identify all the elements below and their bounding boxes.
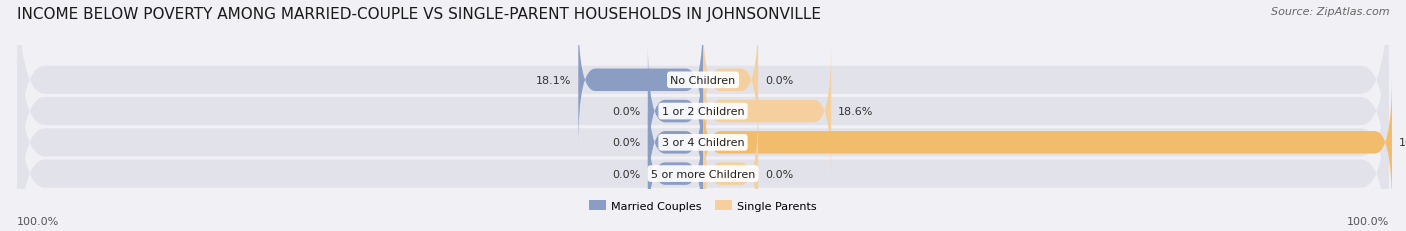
Text: 0.0%: 0.0% xyxy=(765,169,793,179)
Text: 18.6%: 18.6% xyxy=(838,106,873,117)
Text: 5 or more Children: 5 or more Children xyxy=(651,169,755,179)
Text: INCOME BELOW POVERTY AMONG MARRIED-COUPLE VS SINGLE-PARENT HOUSEHOLDS IN JOHNSON: INCOME BELOW POVERTY AMONG MARRIED-COUPL… xyxy=(17,7,821,22)
FancyBboxPatch shape xyxy=(17,32,1389,231)
FancyBboxPatch shape xyxy=(17,1,1389,222)
Text: Source: ZipAtlas.com: Source: ZipAtlas.com xyxy=(1271,7,1389,17)
FancyBboxPatch shape xyxy=(17,63,1389,231)
FancyBboxPatch shape xyxy=(703,76,1392,209)
Text: No Children: No Children xyxy=(671,76,735,85)
Text: 100.0%: 100.0% xyxy=(1347,216,1389,226)
Text: 0.0%: 0.0% xyxy=(613,138,641,148)
Legend: Married Couples, Single Parents: Married Couples, Single Parents xyxy=(585,196,821,215)
FancyBboxPatch shape xyxy=(578,14,703,147)
FancyBboxPatch shape xyxy=(648,107,703,231)
FancyBboxPatch shape xyxy=(648,76,703,209)
Text: 100.0%: 100.0% xyxy=(17,216,59,226)
Text: 100.0%: 100.0% xyxy=(1399,138,1406,148)
FancyBboxPatch shape xyxy=(648,45,703,178)
FancyBboxPatch shape xyxy=(703,14,758,147)
FancyBboxPatch shape xyxy=(703,45,831,178)
Text: 0.0%: 0.0% xyxy=(613,106,641,117)
Text: 0.0%: 0.0% xyxy=(765,76,793,85)
Text: 1 or 2 Children: 1 or 2 Children xyxy=(662,106,744,117)
Text: 3 or 4 Children: 3 or 4 Children xyxy=(662,138,744,148)
FancyBboxPatch shape xyxy=(703,107,758,231)
Text: 18.1%: 18.1% xyxy=(536,76,571,85)
FancyBboxPatch shape xyxy=(17,0,1389,191)
Text: 0.0%: 0.0% xyxy=(613,169,641,179)
